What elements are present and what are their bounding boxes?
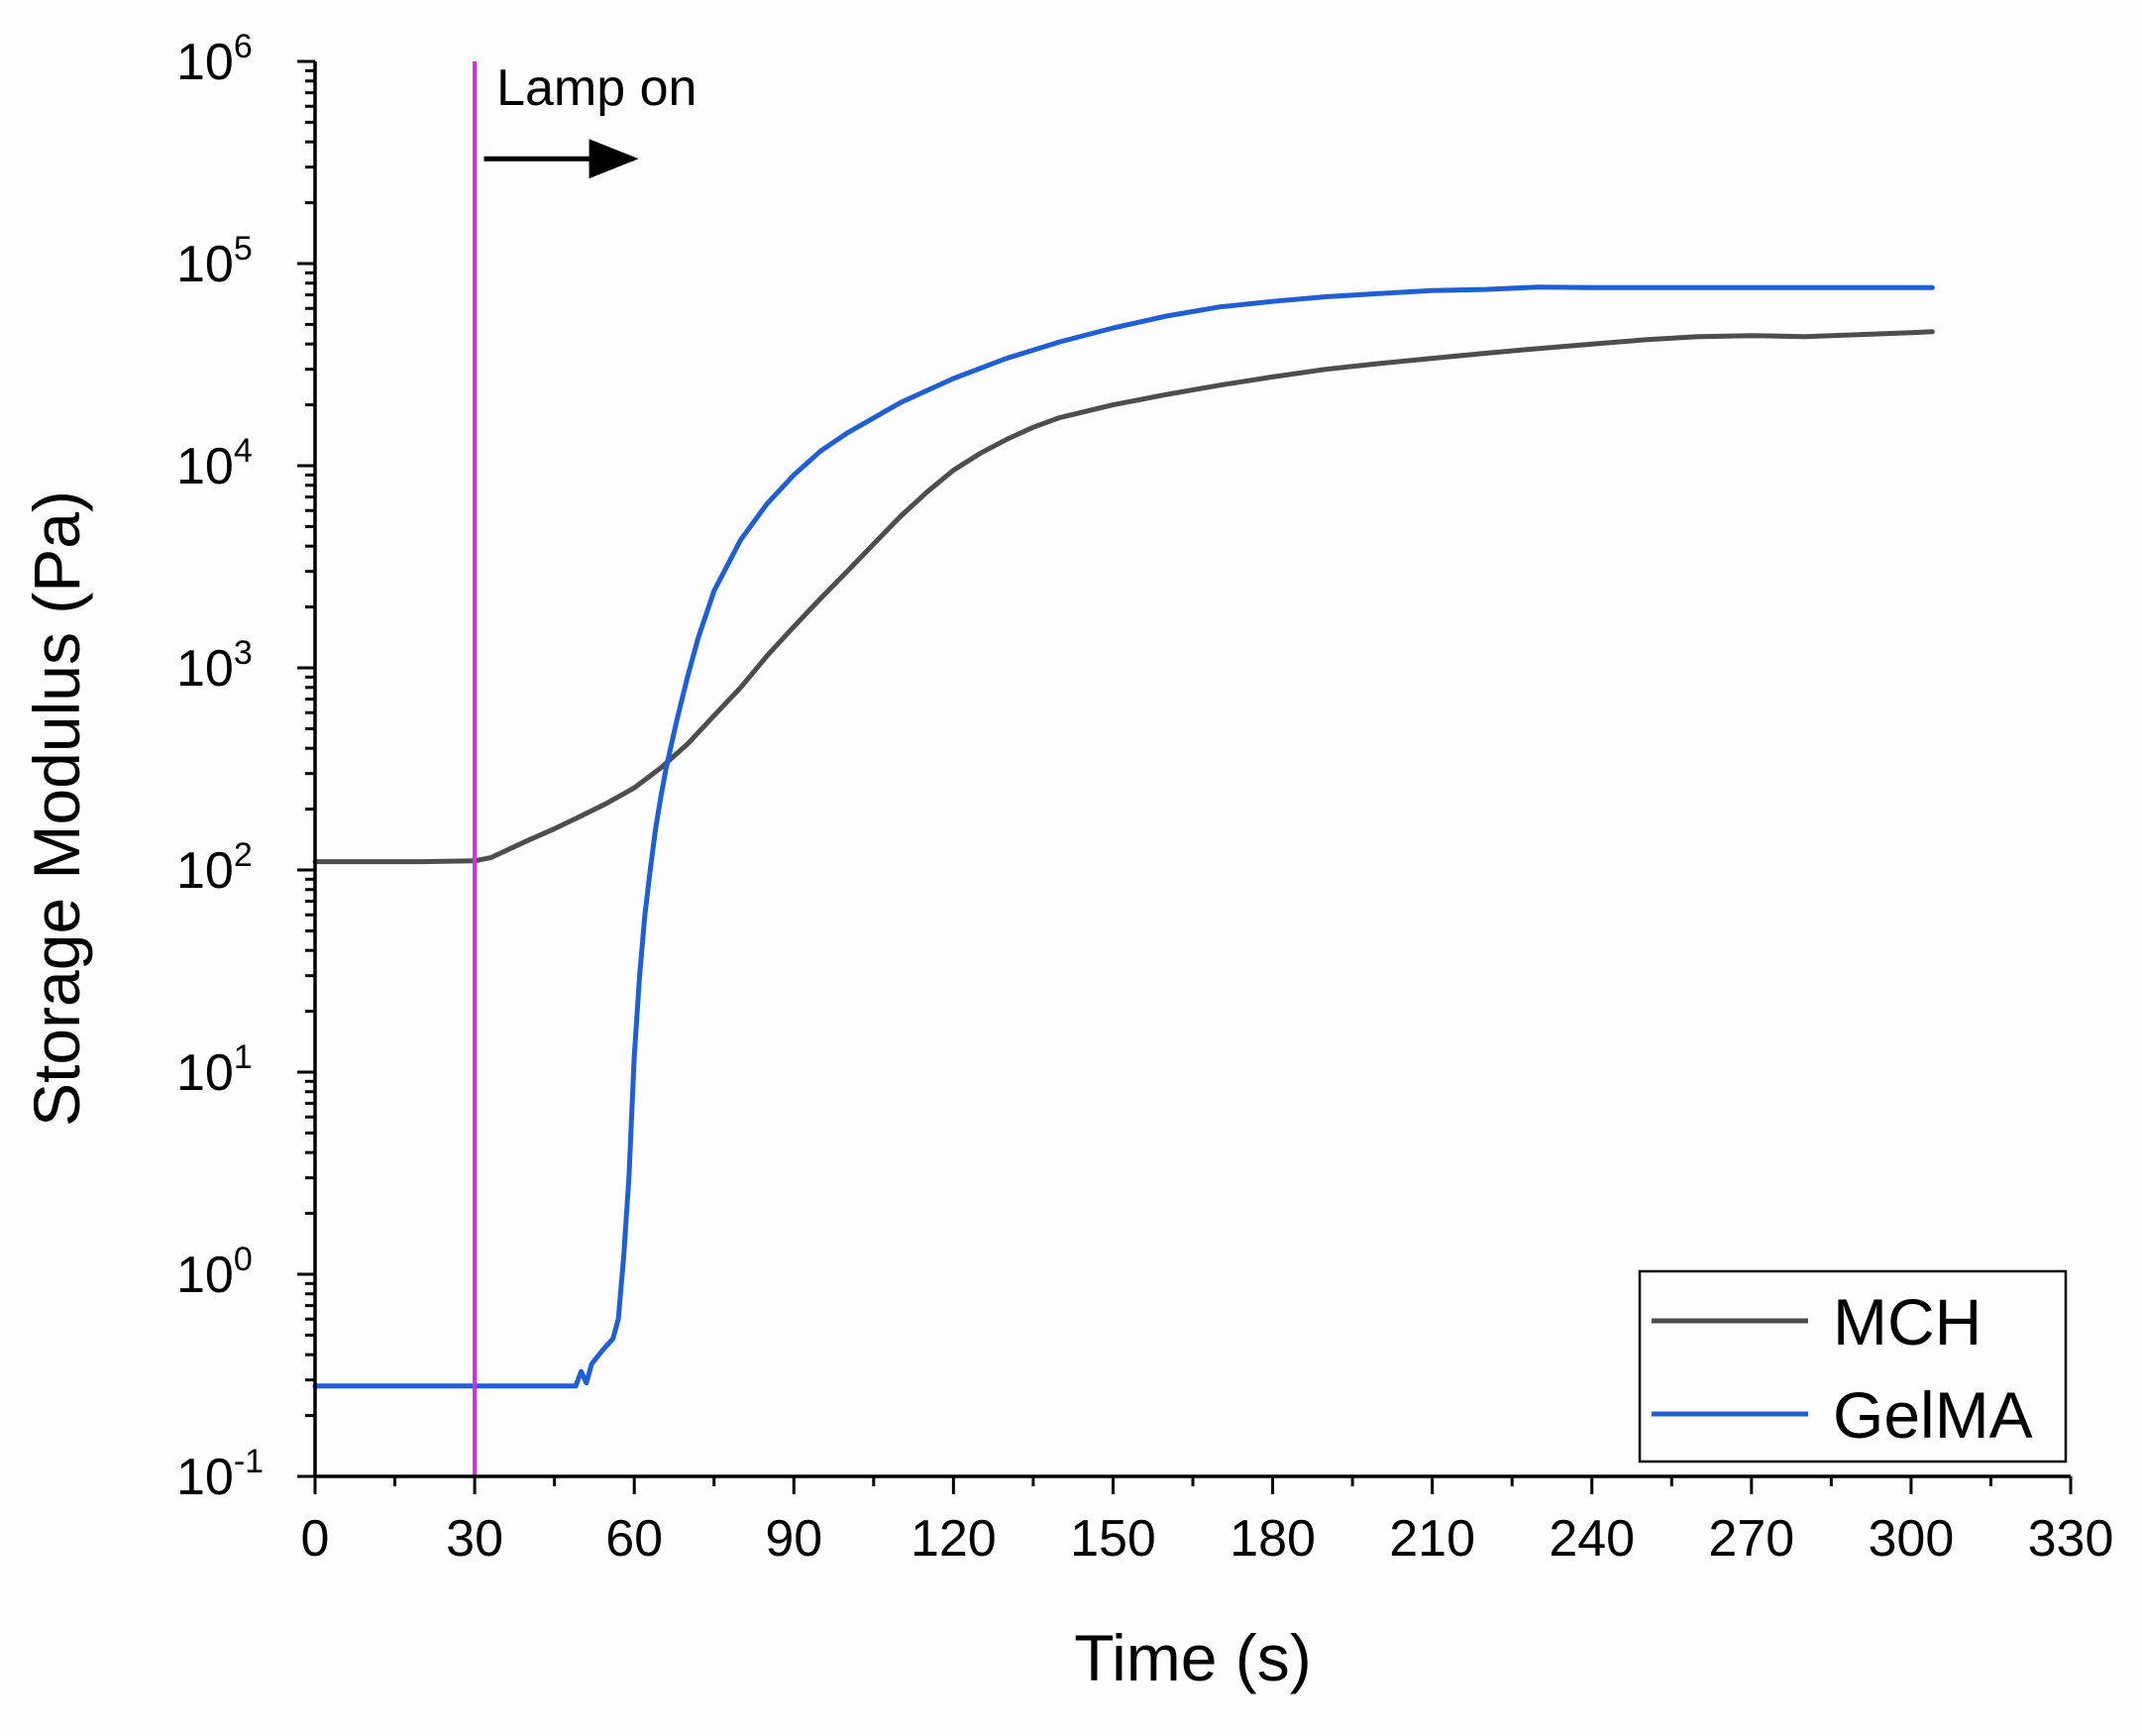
y-tick-label: 103	[176, 634, 253, 698]
x-tick-label: 240	[1549, 1510, 1635, 1568]
legend-label-gelma: GelMA	[1833, 1378, 2033, 1452]
legend-box	[1638, 1269, 2068, 1464]
x-tick-label: 180	[1230, 1510, 1316, 1568]
legend-label-mch: MCH	[1833, 1285, 1981, 1358]
series-line-mch	[312, 329, 1935, 865]
x-tick-label: 0	[301, 1510, 330, 1568]
series-line-gelma	[312, 284, 1935, 1389]
y-tick-label: 102	[176, 836, 253, 900]
y-tick-label: 106	[176, 28, 253, 91]
y-tick-label: 100	[176, 1241, 253, 1304]
x-tick-label: 90	[765, 1510, 822, 1568]
x-tick-label: 30	[446, 1510, 503, 1568]
legend: MCH GelMA	[1638, 1269, 2068, 1464]
x-tick-label: 60	[605, 1510, 663, 1568]
lamp-on-label: Lamp on	[496, 59, 696, 117]
x-tick-label: 270	[1708, 1510, 1794, 1568]
y-tick-label: 10-1	[176, 1443, 264, 1506]
x-tick-label: 210	[1389, 1510, 1475, 1568]
x-tick-label: 300	[1869, 1510, 1955, 1568]
x-axis-title: Time (s)	[1074, 1621, 1312, 1694]
y-axis-title: Storage Modulus (Pa)	[20, 490, 93, 1127]
x-tick-label: 120	[910, 1510, 997, 1568]
x-tick-label: 150	[1070, 1510, 1156, 1568]
x-tick-label: 330	[2028, 1510, 2114, 1568]
y-tick-label: 101	[176, 1038, 253, 1102]
y-tick-label: 105	[176, 230, 253, 293]
y-tick-label: 104	[176, 432, 253, 495]
axis-tick-labels: 0 30 60 90 120 150 180 210 240 270 300 330 10-1 100 10…	[176, 28, 2113, 1568]
